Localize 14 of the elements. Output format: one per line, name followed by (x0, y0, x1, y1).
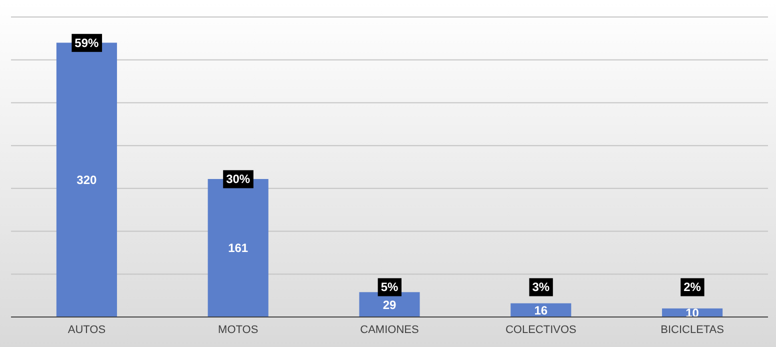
x-tick-label: COLECTIVOS (505, 324, 576, 336)
data-label: 320 (76, 173, 98, 188)
annotation: 5% (380, 280, 398, 294)
x-tick-label: BICICLETAS (660, 324, 724, 336)
data-label: 16 (534, 303, 548, 318)
x-tick-label: AUTOS (68, 324, 106, 336)
data-label: 161 (228, 241, 248, 256)
x-tick-label: MOTOS (218, 324, 258, 336)
data-label: 29 (382, 298, 396, 312)
annotation: 3% (532, 280, 550, 294)
x-tick-label: CAMIONES (360, 324, 419, 336)
annotation: 30% (226, 172, 250, 186)
annotation: 59% (74, 36, 100, 50)
annotation: 2% (684, 280, 702, 294)
